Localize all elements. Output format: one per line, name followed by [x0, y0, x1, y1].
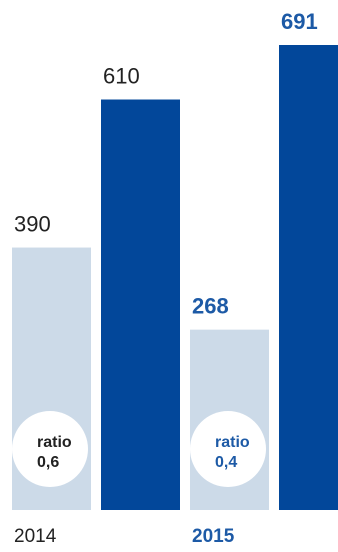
category-label-2014: 2014 [14, 526, 57, 547]
bar-2015-dark [279, 45, 338, 510]
ratio-circle-2014 [12, 411, 88, 487]
value-label-2014-dark: 610 [103, 64, 140, 89]
value-label-2015-dark: 691 [281, 9, 318, 34]
ratio-label-2015: ratio [215, 434, 250, 451]
value-label-2015-light: 268 [192, 294, 229, 319]
ratio-value-2015: 0,4 [215, 454, 237, 471]
bar-2014-dark [101, 99, 180, 510]
category-label-2015: 2015 [192, 526, 235, 547]
ratio-circle-2015 [190, 411, 266, 487]
ratio-label-2014: ratio [37, 434, 72, 451]
ratio-value-2014: 0,6 [37, 454, 59, 471]
value-label-2014-light: 390 [14, 212, 51, 237]
